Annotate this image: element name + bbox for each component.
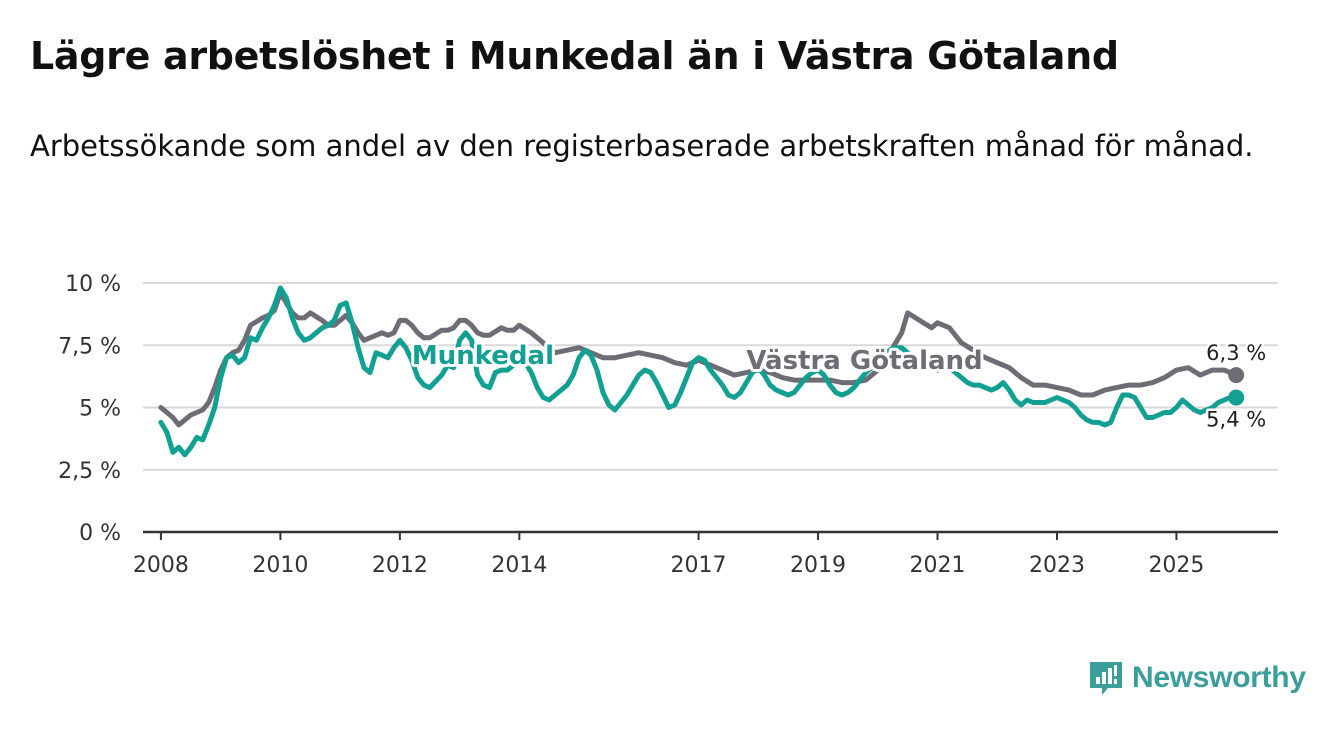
brand-name: Newsworthy — [1132, 661, 1306, 694]
series-end-dot-v-stra-g-taland — [1228, 367, 1245, 384]
series-end-label-v-stra-g-taland: 6,3 % — [1206, 341, 1266, 365]
series-line-munkedal — [158, 285, 1239, 458]
series-labels: 6,3 % 5,4 % Munkedal Västra Götaland — [409, 338, 1269, 434]
chart-subtitle: Arbetssökande som andel av den registerb… — [30, 129, 1254, 163]
grid-lines: 0 % 2,5 % 5 % 7,5 % 10 % — [58, 272, 1278, 546]
x-tick-label: 2012 — [372, 553, 428, 578]
x-axis: 2008 2010 2012 2014 2017 2019 2021 2023 2025 — [133, 530, 1278, 578]
y-tick-label: 2,5 % — [58, 459, 121, 484]
x-tick-label: 2021 — [910, 553, 966, 578]
series-end-dot-munkedal — [1228, 389, 1245, 406]
x-tick-label: 2023 — [1029, 553, 1085, 578]
chart-title: Lägre arbetslöshet i Munkedal än i Västr… — [30, 34, 1119, 78]
y-tick-label: 10 % — [65, 272, 121, 297]
x-tick-label: 2017 — [671, 553, 727, 578]
x-tick-label: 2014 — [491, 553, 547, 578]
x-tick-label: 2025 — [1148, 553, 1204, 578]
y-tick-label: 5 % — [79, 397, 121, 422]
series-end-label-munkedal: 5,4 % — [1206, 408, 1266, 432]
x-tick-label: 2008 — [133, 553, 189, 578]
x-tick-label: 2019 — [790, 553, 846, 578]
newsworthy-logo-icon — [1090, 662, 1122, 695]
y-tick-label: 0 % — [79, 521, 121, 546]
series-lines — [158, 285, 1245, 458]
series-name-label-munkedal: Munkedal — [412, 341, 554, 371]
brand-logo: Newsworthy — [1088, 660, 1306, 696]
series-name-label-v-stra-g-taland: Västra Götaland — [746, 346, 982, 376]
y-tick-label: 7,5 % — [58, 334, 121, 359]
x-tick-label: 2010 — [252, 553, 308, 578]
